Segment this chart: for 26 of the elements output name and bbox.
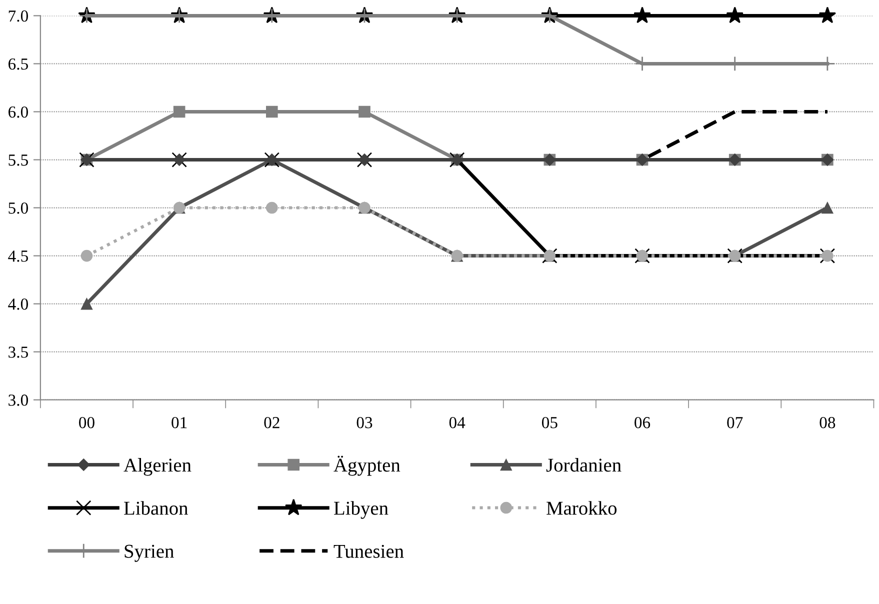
legend-label: Syrien (124, 544, 174, 562)
x-tick-label: 02 (264, 416, 280, 428)
legend-label: Algerien (124, 458, 192, 476)
y-tick-label: 5.5 (8, 154, 28, 166)
x-tick-label: 00 (79, 416, 94, 428)
x-tick-label: 05 (542, 416, 558, 428)
y-tick-label: 6.5 (8, 58, 28, 70)
legend-label: Libyen (334, 501, 388, 519)
legend-label: Jordanien (546, 458, 622, 472)
legend-label: Ägypten (334, 456, 400, 476)
legend-label: Libanon (124, 501, 188, 515)
legend-label: Tunesien (334, 544, 404, 558)
x-tick-label: 08 (820, 416, 836, 428)
y-tick-label: 4.0 (8, 298, 28, 310)
y-tick-label: 3.0 (8, 394, 28, 406)
y-tick-label: 3.5 (8, 346, 28, 358)
y-tick-label: 6.0 (8, 106, 28, 118)
x-tick-label: 01 (172, 416, 187, 428)
x-tick-label: 06 (634, 416, 650, 428)
x-tick-label: 04 (449, 416, 466, 428)
x-tick-label: 03 (356, 416, 372, 428)
legend-label: Marokko (546, 501, 617, 515)
y-tick-label: 4.5 (8, 250, 28, 262)
y-tick-label: 5.0 (8, 202, 28, 214)
y-tick-label: 7.0 (8, 10, 28, 22)
x-tick-label: 07 (727, 416, 743, 428)
